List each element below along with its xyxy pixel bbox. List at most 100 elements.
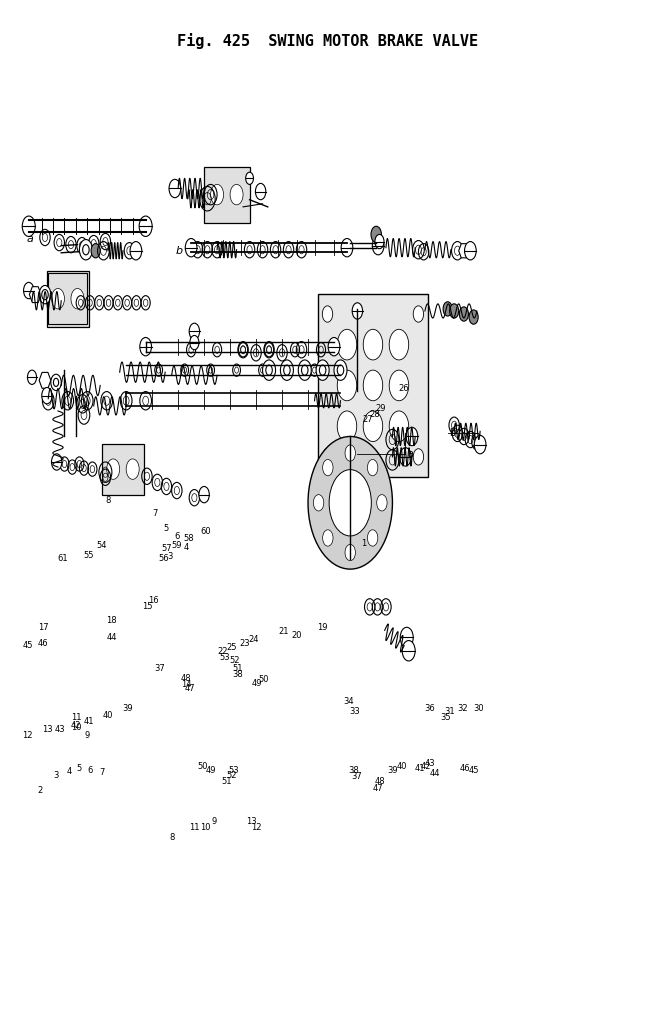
Text: 47: 47 <box>185 684 195 693</box>
Text: 61: 61 <box>57 554 68 563</box>
Circle shape <box>71 288 84 309</box>
Circle shape <box>83 244 89 254</box>
Text: 28: 28 <box>369 409 380 419</box>
Text: 40: 40 <box>397 761 407 771</box>
Text: 14: 14 <box>181 680 192 688</box>
Circle shape <box>328 338 340 356</box>
Circle shape <box>52 288 64 309</box>
Text: 11: 11 <box>189 823 200 832</box>
Text: 8: 8 <box>105 497 111 505</box>
Text: 36: 36 <box>424 705 436 713</box>
Text: 38: 38 <box>348 765 359 775</box>
Circle shape <box>308 436 392 569</box>
Circle shape <box>52 288 64 309</box>
Circle shape <box>371 227 381 242</box>
Text: 37: 37 <box>155 664 165 673</box>
FancyBboxPatch shape <box>48 273 87 324</box>
Text: 4: 4 <box>183 543 189 552</box>
Circle shape <box>372 236 384 254</box>
Circle shape <box>334 360 347 381</box>
Text: 42: 42 <box>70 720 81 729</box>
Circle shape <box>199 486 210 503</box>
Text: 23: 23 <box>239 639 250 648</box>
Circle shape <box>337 365 344 376</box>
Text: 54: 54 <box>96 541 107 550</box>
Circle shape <box>91 243 100 258</box>
FancyBboxPatch shape <box>47 271 89 326</box>
FancyBboxPatch shape <box>204 166 250 223</box>
Circle shape <box>345 445 356 462</box>
Circle shape <box>413 448 424 465</box>
Circle shape <box>406 427 418 445</box>
Text: 53: 53 <box>219 654 230 663</box>
Text: 31: 31 <box>444 708 455 716</box>
Text: 34: 34 <box>343 698 354 706</box>
Circle shape <box>79 239 92 260</box>
Text: 53: 53 <box>228 765 238 775</box>
Text: 5: 5 <box>77 763 82 773</box>
Circle shape <box>400 447 411 466</box>
Text: 2: 2 <box>38 786 43 795</box>
FancyBboxPatch shape <box>102 443 144 495</box>
Text: 42: 42 <box>421 761 432 771</box>
Circle shape <box>474 435 486 453</box>
Circle shape <box>337 329 357 360</box>
Text: 50: 50 <box>198 761 208 771</box>
Text: 35: 35 <box>440 713 451 721</box>
Text: 22: 22 <box>217 647 227 657</box>
Circle shape <box>402 640 415 661</box>
Circle shape <box>107 459 120 479</box>
Circle shape <box>42 289 48 300</box>
Text: 17: 17 <box>38 623 48 632</box>
Circle shape <box>322 448 333 465</box>
Circle shape <box>316 360 329 381</box>
Polygon shape <box>39 372 51 388</box>
Text: 47: 47 <box>373 784 383 793</box>
Circle shape <box>377 495 387 511</box>
Text: 3: 3 <box>168 552 173 561</box>
Text: Fig. 425  SWING MOTOR BRAKE VALVE: Fig. 425 SWING MOTOR BRAKE VALVE <box>177 34 478 49</box>
Circle shape <box>140 338 151 356</box>
Circle shape <box>469 310 478 324</box>
Circle shape <box>185 238 197 256</box>
Text: 18: 18 <box>107 616 117 625</box>
Circle shape <box>329 470 371 536</box>
Text: 8: 8 <box>169 833 174 842</box>
Circle shape <box>345 545 356 560</box>
Circle shape <box>323 529 333 546</box>
Text: 25: 25 <box>226 643 236 653</box>
Text: 59: 59 <box>171 541 181 550</box>
Circle shape <box>190 336 199 350</box>
Text: 5: 5 <box>164 524 169 532</box>
Text: 6: 6 <box>174 531 179 541</box>
Polygon shape <box>458 244 469 258</box>
Text: 10: 10 <box>200 823 211 832</box>
FancyBboxPatch shape <box>318 293 428 477</box>
Circle shape <box>126 459 139 479</box>
Circle shape <box>22 216 35 236</box>
Circle shape <box>284 365 290 376</box>
Text: 3: 3 <box>53 771 59 780</box>
Text: 49: 49 <box>252 679 263 687</box>
Circle shape <box>367 460 378 476</box>
Text: 32: 32 <box>457 705 468 713</box>
Circle shape <box>337 411 357 441</box>
Text: 46: 46 <box>460 763 470 773</box>
Text: 20: 20 <box>291 631 301 640</box>
Circle shape <box>459 307 468 321</box>
Circle shape <box>189 323 200 340</box>
Text: 52: 52 <box>229 657 240 666</box>
Circle shape <box>211 185 223 205</box>
Text: 24: 24 <box>249 635 259 644</box>
Text: 43: 43 <box>425 758 436 767</box>
Text: 19: 19 <box>317 623 328 632</box>
Text: 27: 27 <box>362 415 373 424</box>
Circle shape <box>389 329 409 360</box>
Text: 10: 10 <box>71 722 81 732</box>
Text: 51: 51 <box>221 777 232 786</box>
Text: 30: 30 <box>473 705 483 713</box>
Circle shape <box>255 184 266 200</box>
Text: 29: 29 <box>375 404 386 413</box>
Text: 51: 51 <box>233 664 243 673</box>
Circle shape <box>449 304 458 318</box>
